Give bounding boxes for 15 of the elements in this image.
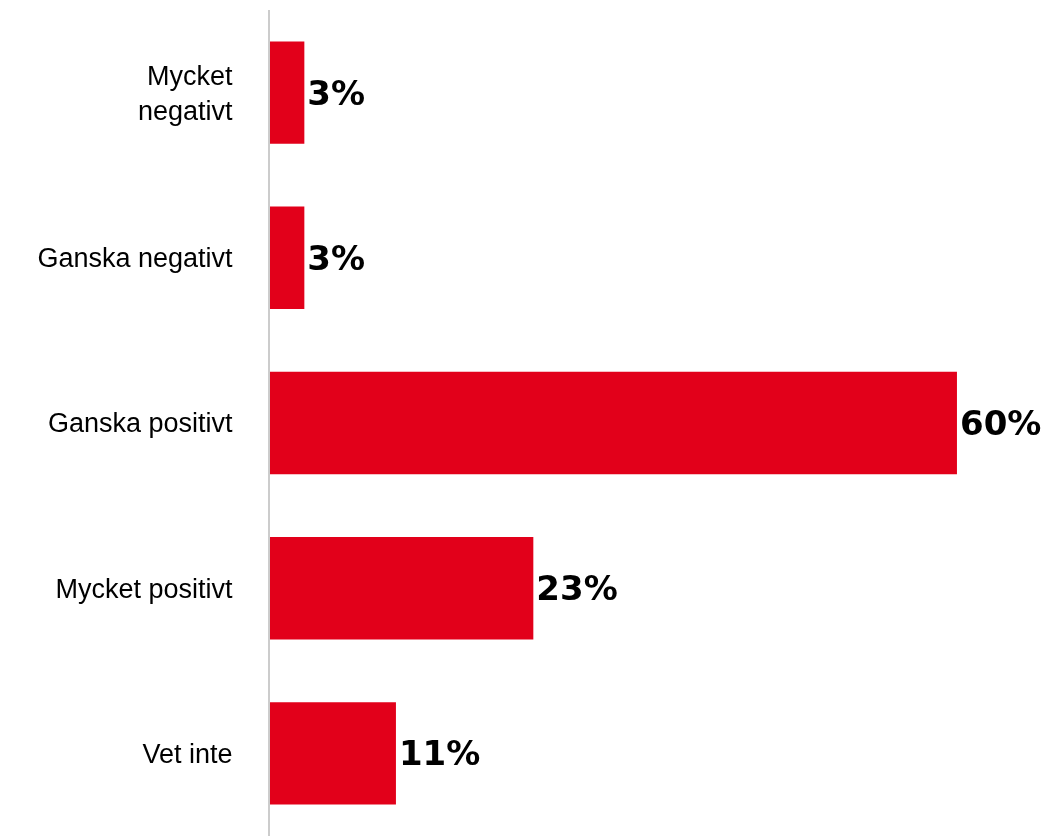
bar bbox=[270, 371, 957, 475]
data-label: 60% bbox=[959, 403, 1042, 443]
data-label: 11% bbox=[398, 733, 481, 774]
y-tick-label: Mycket negativt bbox=[138, 60, 234, 126]
bar bbox=[270, 536, 534, 640]
y-tick-label: Mycket positivt bbox=[55, 573, 234, 604]
bar bbox=[270, 41, 305, 144]
data-label: 3% bbox=[307, 72, 366, 113]
bar bbox=[270, 702, 396, 805]
bar bbox=[270, 206, 305, 310]
data-label: 3% bbox=[307, 237, 366, 278]
y-tick-label: Ganska negativt bbox=[37, 243, 234, 274]
y-tick-label: Ganska positivt bbox=[48, 408, 234, 439]
data-label: 23% bbox=[536, 568, 618, 609]
y-tick-label: Vet inte bbox=[142, 738, 233, 769]
